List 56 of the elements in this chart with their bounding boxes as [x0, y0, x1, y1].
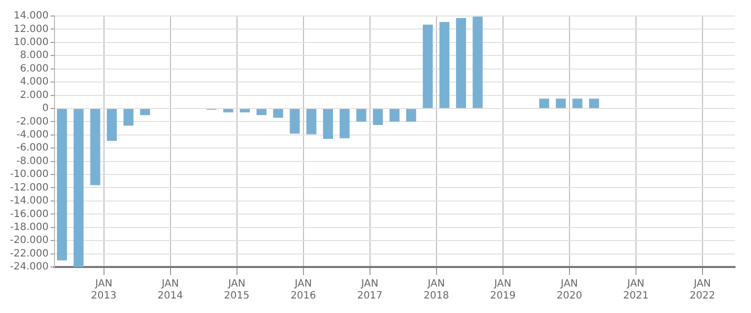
bar	[356, 108, 366, 122]
bar	[123, 108, 134, 126]
bar	[539, 98, 550, 108]
bar	[223, 108, 234, 112]
bar	[306, 108, 316, 134]
bar	[472, 16, 483, 108]
x-tick-label: JAN 2020	[556, 278, 582, 302]
bar	[456, 18, 466, 108]
x-tick-label: JAN 2015	[224, 278, 250, 302]
y-tick-label: -16.000	[10, 208, 49, 220]
bar	[439, 22, 450, 108]
bar	[256, 108, 266, 116]
y-tick-label: 2.000	[20, 90, 49, 101]
bar	[240, 108, 250, 112]
y-tick-label: -14.000	[10, 196, 49, 207]
bar	[556, 98, 566, 108]
bar	[56, 108, 67, 260]
y-tick-label: 8.000	[20, 50, 49, 62]
bar	[323, 108, 333, 139]
x-tick-label: JAN 2019	[490, 278, 516, 302]
bar	[90, 108, 100, 186]
y-tick-label: 12.000	[14, 24, 49, 35]
bar	[290, 108, 300, 134]
bar	[390, 108, 400, 122]
y-tick-label: 6.000	[20, 63, 49, 74]
y-tick-label: -2.000	[16, 116, 49, 128]
y-tick-label: 10.000	[14, 37, 49, 48]
bar	[372, 108, 383, 125]
bar	[273, 108, 284, 118]
x-tick-label: JAN 2014	[158, 278, 183, 302]
bar	[340, 108, 350, 138]
y-tick-label: -6.000	[16, 142, 49, 154]
x-tick-label: JAN 2018	[424, 278, 450, 302]
y-tick-label: -18.000	[10, 222, 49, 233]
y-tick-label: 14.000	[14, 10, 49, 22]
y-tick-label: 0	[42, 103, 49, 114]
bar	[140, 108, 150, 116]
bar	[406, 108, 416, 122]
y-tick-label: 4.000	[20, 76, 49, 88]
bar	[589, 98, 600, 108]
x-tick-label: JAN 2022	[690, 278, 716, 302]
bar	[572, 98, 582, 108]
y-tick-label: -20.000	[10, 235, 49, 246]
bar	[74, 108, 84, 267]
bar	[106, 108, 117, 141]
x-tick-label: JAN 2021	[623, 278, 649, 302]
y-tick-label: -10.000	[10, 169, 49, 180]
x-tick-label: JAN 2017	[357, 278, 383, 302]
y-tick-label: -24.000	[10, 262, 49, 273]
x-tick-label: JAN 2016	[290, 278, 316, 302]
x-tick-label: JAN 2013	[91, 278, 116, 302]
y-tick-label: -8.000	[16, 156, 49, 167]
y-tick-label: -4.000	[16, 129, 49, 140]
bar	[422, 24, 433, 108]
y-tick-label: -12.000	[10, 182, 49, 194]
y-tick-label: -22.000	[10, 248, 49, 260]
